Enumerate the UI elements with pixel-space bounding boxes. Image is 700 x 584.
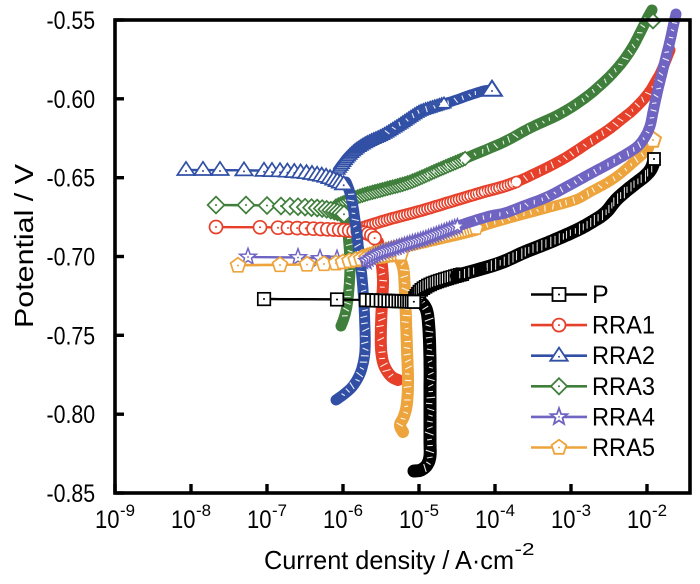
svg-text:-8: -8 bbox=[196, 501, 211, 520]
svg-text:-0.55: -0.55 bbox=[47, 7, 96, 35]
svg-text:Current density / A·cm: Current density / A·cm bbox=[264, 545, 514, 575]
svg-text:10: 10 bbox=[551, 506, 576, 534]
svg-text:10: 10 bbox=[95, 506, 120, 534]
svg-text:-0.65: -0.65 bbox=[47, 165, 96, 193]
svg-text:-5: -5 bbox=[424, 501, 439, 520]
svg-text:-6: -6 bbox=[348, 501, 363, 520]
svg-text:-7: -7 bbox=[272, 501, 287, 520]
svg-text:10: 10 bbox=[247, 506, 272, 534]
svg-text:P: P bbox=[592, 281, 609, 309]
svg-text:10: 10 bbox=[171, 506, 196, 534]
svg-text:-0.80: -0.80 bbox=[47, 401, 96, 429]
svg-text:RRA1: RRA1 bbox=[592, 312, 655, 340]
svg-text:-0.60: -0.60 bbox=[47, 86, 96, 114]
svg-text:Potential / V: Potential / V bbox=[9, 163, 39, 328]
svg-text:10: 10 bbox=[399, 506, 424, 534]
svg-text:10: 10 bbox=[475, 506, 500, 534]
svg-text:-0.85: -0.85 bbox=[47, 480, 96, 508]
svg-text:RRA3: RRA3 bbox=[592, 373, 655, 401]
svg-text:-2: -2 bbox=[515, 539, 535, 559]
svg-text:-4: -4 bbox=[500, 501, 515, 520]
svg-text:10: 10 bbox=[323, 506, 348, 534]
svg-text:RRA2: RRA2 bbox=[592, 342, 655, 370]
svg-text:-3: -3 bbox=[576, 501, 591, 520]
svg-text:-2: -2 bbox=[652, 501, 667, 520]
svg-text:-0.75: -0.75 bbox=[47, 322, 96, 350]
svg-text:RRA5: RRA5 bbox=[592, 434, 655, 462]
svg-text:10: 10 bbox=[627, 506, 652, 534]
svg-text:-9: -9 bbox=[120, 501, 135, 520]
svg-text:-0.70: -0.70 bbox=[47, 244, 96, 272]
svg-text:RRA4: RRA4 bbox=[592, 403, 655, 431]
